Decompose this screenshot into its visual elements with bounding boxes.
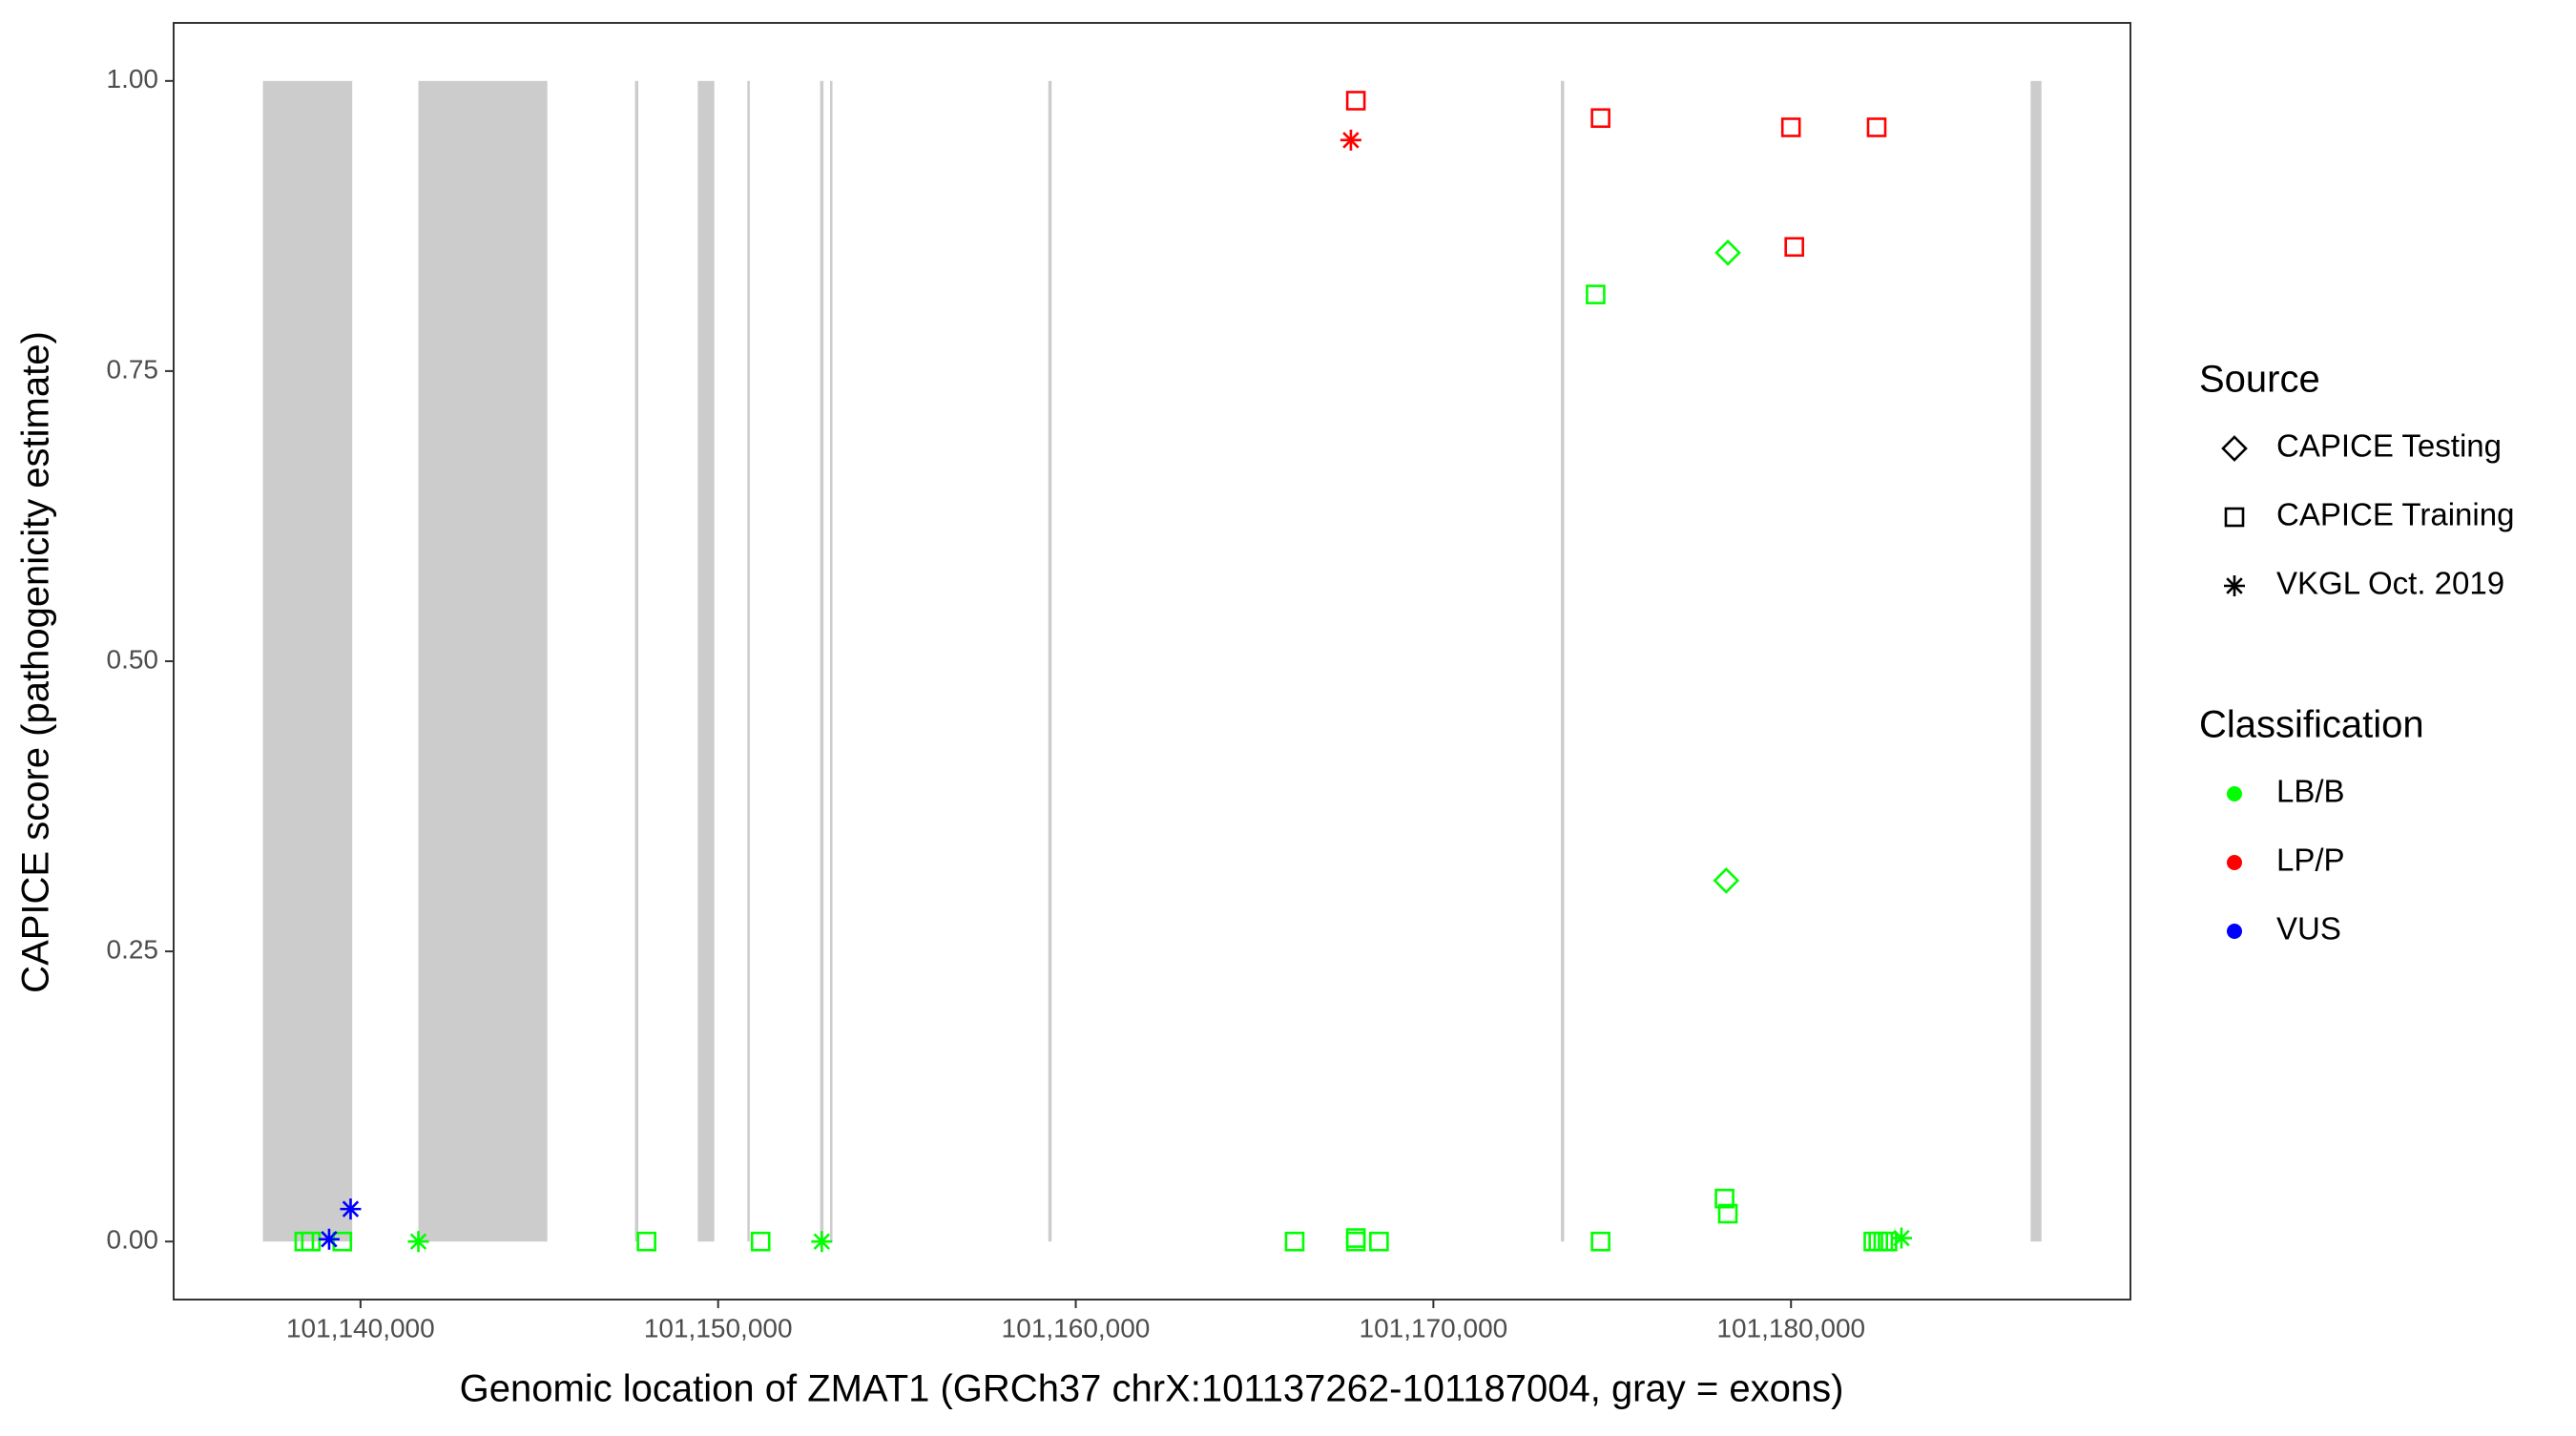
point [1890, 1227, 1912, 1249]
point [1340, 129, 1361, 151]
exon [747, 80, 750, 1242]
point [1714, 1188, 1735, 1209]
point [1873, 1231, 1894, 1252]
x-tick-label: 101,180,000 [1716, 1313, 1865, 1342]
legend-label: CAPICE Testing [2276, 428, 2502, 464]
point [1284, 1231, 1305, 1252]
exon [830, 80, 833, 1242]
point [1590, 108, 1610, 129]
point [1586, 284, 1606, 304]
x-tick-label: 101,140,000 [286, 1313, 435, 1342]
x-tick-label: 101,150,000 [644, 1313, 793, 1342]
exon [820, 80, 824, 1242]
point [811, 1231, 833, 1253]
y-tick-label: 0.00 [107, 1225, 159, 1255]
exon [262, 80, 353, 1242]
legend-symbol [2224, 507, 2245, 528]
point [1345, 1231, 1366, 1252]
exon [418, 80, 548, 1242]
point [1345, 91, 1366, 111]
x-tick-label: 101,170,000 [1360, 1313, 1508, 1342]
y-tick-label: 0.50 [107, 644, 159, 674]
point-stroke [2226, 577, 2243, 594]
y-axis-title: CAPICE score (pathogenicity estimate) [15, 331, 57, 993]
x-axis-title: Genomic location of ZMAT1 (GRCh37 chrX:1… [460, 1368, 1844, 1410]
legend-label: CAPICE Training [2276, 497, 2514, 532]
point-stroke [1342, 132, 1360, 149]
point [1784, 237, 1804, 258]
legend-symbol [2221, 435, 2248, 462]
point-stroke [342, 1200, 360, 1217]
exon [697, 80, 715, 1242]
legend-label: VKGL Oct. 2019 [2276, 566, 2504, 601]
exon [2030, 80, 2042, 1242]
x-tick-label: 101,160,000 [1002, 1313, 1151, 1342]
legend-title: Source [2199, 359, 2320, 401]
point [636, 1231, 656, 1252]
legend-symbol [2227, 855, 2242, 870]
exon [634, 80, 638, 1242]
point [332, 1231, 353, 1252]
legend-symbol [2227, 924, 2242, 939]
point [1780, 117, 1801, 137]
point [1714, 239, 1741, 266]
legend-label: LB/B [2276, 774, 2345, 809]
legend-label: VUS [2276, 911, 2341, 947]
legend-title: Classification [2199, 704, 2424, 746]
exon [1048, 80, 1052, 1242]
point [1866, 117, 1887, 137]
point [340, 1198, 362, 1220]
point [1590, 1231, 1610, 1252]
point [1369, 1231, 1389, 1252]
y-tick-label: 0.25 [107, 934, 159, 964]
y-tick-label: 0.75 [107, 354, 159, 384]
legend-symbol [2224, 575, 2245, 596]
legend-symbol [2227, 786, 2242, 801]
point-stroke [813, 1233, 831, 1250]
point-stroke [1893, 1229, 1910, 1247]
point-stroke [321, 1231, 338, 1248]
point [301, 1231, 322, 1252]
point [750, 1231, 771, 1252]
point [407, 1231, 429, 1253]
exon [1560, 80, 1565, 1242]
point [1713, 867, 1740, 894]
point [1717, 1203, 1738, 1224]
legend-label: LP/P [2276, 843, 2345, 878]
point-stroke [409, 1233, 427, 1250]
point [1878, 1231, 1898, 1252]
point [318, 1228, 340, 1250]
y-tick-label: 1.00 [107, 64, 159, 94]
